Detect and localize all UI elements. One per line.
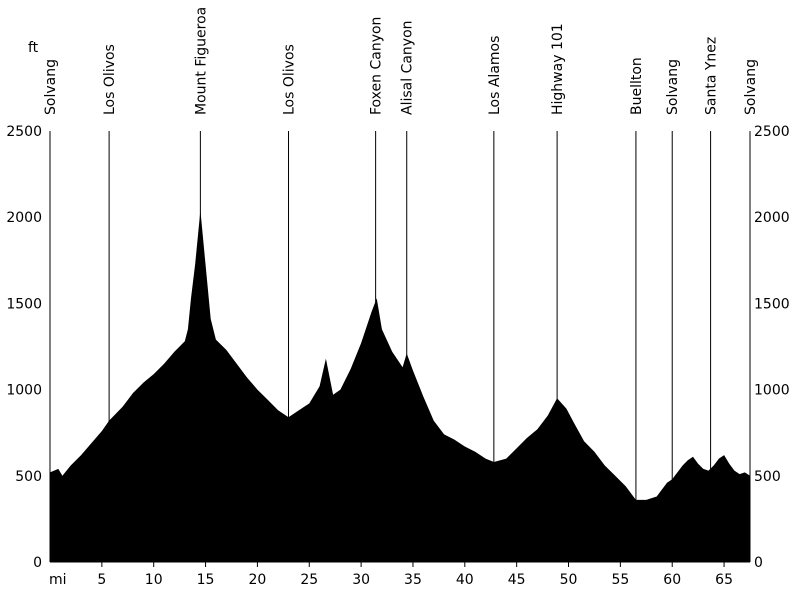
x-tick-label: 50 [560, 572, 578, 588]
waypoint-label: Alisal Canyon [400, 20, 416, 115]
y-tick-label-left: 2500 [6, 124, 42, 140]
x-tick-label: 30 [352, 572, 370, 588]
waypoint-label: Highway 101 [550, 23, 566, 115]
y-tick-label-right: 500 [754, 469, 781, 485]
y-tick-label-left: 1000 [6, 383, 42, 399]
x-tick-label: 15 [197, 572, 215, 588]
x-tick-label: 65 [715, 572, 733, 588]
y-unit-label: ft [28, 40, 39, 56]
waypoint-layer: Solvang Los Olivos Mount Figueroa Los Olivo… [43, 7, 759, 562]
x-unit-label: mi [49, 572, 67, 588]
x-tick-label: 60 [663, 572, 681, 588]
waypoint-label: Los Olivos [282, 44, 298, 115]
x-tick-label: 55 [611, 572, 629, 588]
y-tick-label-left: 0 [33, 555, 42, 571]
x-tick-label: 10 [145, 572, 163, 588]
y-tick-label-left: 2000 [6, 210, 42, 226]
axis-layer: ft mi 0 0 500 500 1000 1000 1500 1500 2000 2000 25… [6, 40, 789, 588]
elevation-area [50, 210, 750, 563]
x-tick-label: 25 [300, 572, 318, 588]
y-tick-label-right: 2500 [754, 124, 790, 140]
waypoint-label: Solvang [665, 59, 681, 115]
y-tick-label-right: 1000 [754, 383, 790, 399]
waypoint-label: Solvang [743, 59, 759, 115]
y-tick-label-left: 500 [15, 469, 42, 485]
y-tick-label-left: 1500 [6, 296, 42, 312]
waypoint-label: Los Olivos [102, 44, 118, 115]
waypoint-label: Santa Ynez [704, 37, 720, 115]
x-tick-label: 45 [508, 572, 526, 588]
waypoint-label: Mount Figueroa [193, 7, 209, 115]
x-tick-label: 20 [248, 572, 266, 588]
waypoint-label: Solvang [43, 59, 59, 115]
y-tick-label-right: 1500 [754, 296, 790, 312]
x-tick-label: 35 [404, 572, 422, 588]
waypoint-label: Buellton [629, 57, 645, 115]
y-tick-label-right: 2000 [754, 210, 790, 226]
y-tick-label-right: 0 [754, 555, 763, 571]
waypoint-label: Los Alamos [487, 36, 503, 115]
x-tick-label: 5 [97, 572, 106, 588]
elevation-area-layer [50, 210, 750, 563]
x-tick-label: 40 [456, 572, 474, 588]
waypoint-label: Foxen Canyon [369, 17, 385, 115]
